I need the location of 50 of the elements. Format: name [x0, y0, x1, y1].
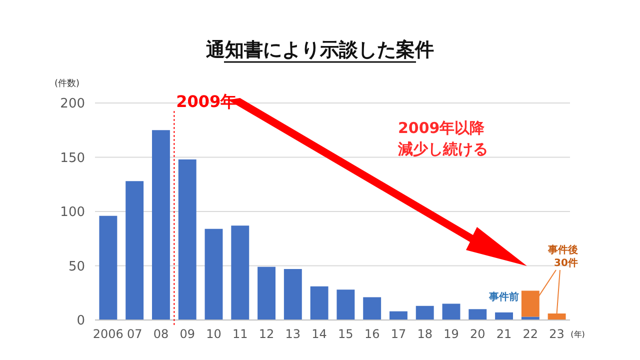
y-tick-label: 200	[60, 96, 85, 112]
x-tick-label: 07	[126, 327, 142, 341]
annotation: 事件後	[547, 244, 578, 256]
x-tick-label: 19	[444, 327, 459, 341]
x-tick-label: 14	[312, 327, 327, 341]
annotation: 2009年以降	[398, 119, 486, 137]
x-tick-label: 08	[153, 327, 169, 341]
bar	[548, 313, 566, 320]
chart-title: 通知書により示談した案件	[205, 39, 434, 61]
annotation: 事件前	[488, 291, 519, 303]
bar	[336, 290, 355, 320]
y-tick-label: 100	[60, 205, 85, 220]
x-tick-label: 20	[470, 327, 486, 341]
bar	[310, 286, 328, 320]
x-tick-label: 15	[338, 327, 354, 341]
bar	[204, 228, 223, 320]
x-tick-label: 18	[417, 327, 432, 341]
y-axis-title: (件数)	[54, 78, 80, 89]
bar	[495, 312, 513, 320]
bar	[363, 297, 382, 320]
bar	[442, 304, 460, 320]
x-tick-label: 22	[522, 327, 538, 341]
annotation: 減少し続ける	[397, 140, 488, 158]
bar	[390, 311, 408, 320]
x-tick-label: 21	[496, 327, 512, 341]
x-tick-label: 13	[285, 327, 301, 341]
bar	[521, 290, 540, 317]
bar	[468, 309, 487, 320]
bar	[521, 316, 540, 320]
x-tick-label: 09	[180, 327, 195, 341]
bar	[126, 181, 144, 320]
x-tick-label: 10	[206, 327, 222, 341]
x-tick-label: 23	[549, 327, 564, 341]
bar	[178, 159, 196, 320]
bar	[258, 266, 276, 320]
x-tick-label: 2006	[92, 327, 124, 341]
y-tick-label: 150	[60, 150, 85, 166]
bar	[99, 216, 118, 320]
y-tick-label: 0	[76, 314, 85, 329]
y-tick-label: 50	[68, 259, 85, 274]
annotation: 30件	[554, 257, 578, 269]
x-tick-label: 17	[390, 327, 406, 341]
bar	[284, 269, 302, 320]
x-tick-label: 11	[232, 327, 248, 341]
bar	[231, 226, 250, 320]
bar	[152, 130, 170, 320]
x-axis-title: (年)	[570, 330, 585, 339]
bar	[416, 306, 434, 320]
x-tick-label: 12	[258, 327, 274, 341]
x-tick-label: 16	[364, 327, 380, 341]
